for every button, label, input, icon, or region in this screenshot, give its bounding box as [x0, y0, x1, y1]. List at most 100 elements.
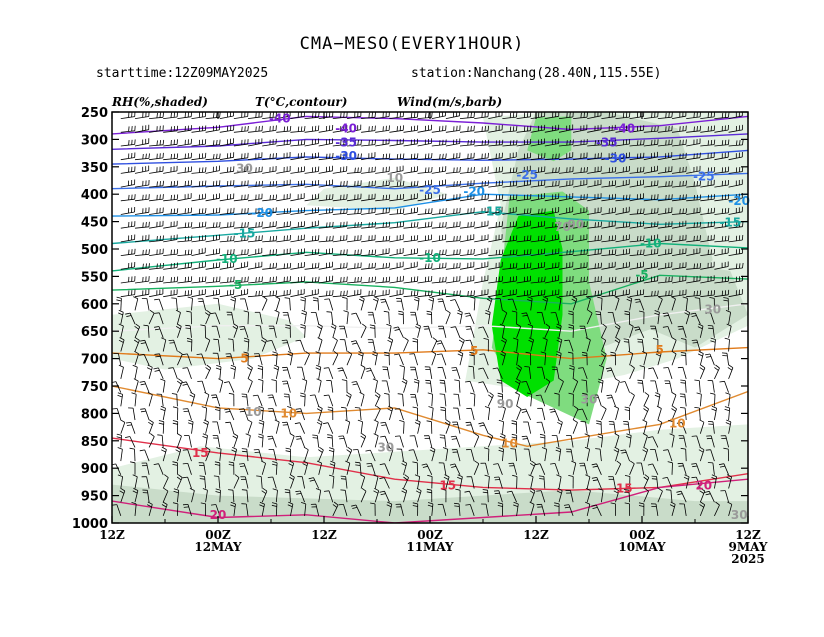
wind-barb — [502, 275, 517, 284]
wind-barb — [233, 207, 249, 215]
wind-barb — [474, 166, 489, 174]
isotherm-label: -40 — [269, 112, 291, 126]
wind-barb — [168, 367, 178, 380]
wind-barb — [403, 180, 419, 188]
wind-barb — [464, 312, 475, 325]
wind-barb — [487, 392, 494, 407]
wind-barb — [647, 463, 659, 475]
wind-barb — [361, 221, 376, 229]
wind-barb — [686, 235, 701, 243]
wind-barb — [431, 166, 447, 174]
wind-barb — [558, 220, 574, 229]
wind-barb — [134, 153, 150, 161]
wind-barb — [478, 326, 489, 338]
wind-barb — [153, 463, 164, 475]
wind-barb — [262, 221, 277, 229]
wind-barb — [516, 179, 531, 188]
wind-barb — [205, 276, 221, 284]
wind-barb — [191, 221, 207, 229]
wind-barb — [177, 138, 192, 147]
wind-barb — [445, 290, 461, 298]
wind-barb — [228, 392, 235, 407]
wind-barb — [332, 180, 348, 188]
wind-barb — [346, 208, 362, 215]
wind-barb — [233, 288, 249, 298]
wind-barb — [654, 310, 660, 325]
wind-barb — [120, 419, 126, 434]
wind-barb — [399, 420, 405, 434]
wind-barb — [686, 152, 701, 161]
wind-barb — [328, 474, 335, 489]
isotherm-minus40 — [112, 115, 748, 135]
wind-barb — [191, 152, 207, 161]
wind-barb — [215, 365, 222, 379]
wind-barb — [510, 448, 517, 462]
wind-barb — [581, 351, 588, 366]
wind-barb — [585, 474, 591, 489]
wind-barb — [346, 289, 362, 298]
wind-barb — [160, 378, 166, 393]
wind-barb — [318, 207, 334, 215]
wind-barb — [318, 124, 334, 133]
wind-barb — [205, 221, 221, 229]
wind-barb — [417, 166, 433, 174]
wind-barb — [162, 487, 169, 503]
wind-barb — [304, 166, 320, 174]
wind-barb — [728, 262, 744, 270]
wind-barb — [163, 139, 178, 147]
wind-barb — [141, 462, 150, 475]
wind-barb — [711, 474, 717, 489]
wind-barb — [445, 262, 461, 270]
wind-barb — [677, 325, 687, 338]
wind-barb — [284, 297, 291, 311]
wind-barb — [285, 324, 291, 338]
wind-barb — [380, 422, 390, 434]
wind-barb — [601, 405, 607, 421]
wind-barb — [527, 296, 533, 311]
wind-barb — [700, 234, 715, 243]
wind-barb — [149, 139, 165, 147]
wind-barb — [417, 179, 432, 188]
wind-barb — [163, 125, 178, 133]
wind-barb — [177, 180, 192, 188]
wind-barb — [516, 249, 532, 256]
wind-barb — [642, 419, 648, 434]
wind-barb — [554, 502, 560, 516]
contour-label-layer: -40-40 -40-35 -35-30 -30-25-25 -25-20-20-20-… — [192, 112, 750, 522]
wind-barb — [459, 112, 475, 119]
wind-barb — [677, 462, 687, 475]
wind-barb — [247, 378, 253, 393]
wind-barb — [629, 220, 645, 229]
wind-barb — [457, 351, 464, 366]
wind-barb — [680, 352, 687, 366]
wind-barb — [657, 487, 663, 503]
wind-barb — [163, 276, 179, 284]
wind-barb — [184, 435, 192, 448]
wind-barb — [161, 501, 168, 517]
wind-barb — [587, 235, 602, 243]
wind-barb — [700, 194, 715, 202]
wind-barb — [238, 408, 249, 421]
wind-barb — [530, 261, 546, 270]
wind-barb — [573, 124, 588, 133]
wind-barb — [530, 248, 546, 256]
wind-barb — [154, 298, 164, 311]
wind-barb — [614, 337, 621, 352]
wind-barb — [228, 489, 235, 503]
wind-barb — [601, 124, 616, 133]
wind-barb — [566, 435, 574, 448]
wind-barb — [408, 449, 418, 462]
wind-barb — [511, 433, 518, 448]
wind-barb — [623, 489, 630, 503]
wind-barb — [700, 112, 715, 119]
wind-barb — [474, 261, 489, 270]
wind-barb — [516, 289, 532, 298]
wind-barb — [316, 405, 323, 421]
wind-barb — [149, 276, 164, 284]
wind-barb — [113, 352, 122, 366]
wind-barb — [131, 392, 137, 407]
wind-barb — [149, 207, 164, 215]
wind-barb — [212, 421, 221, 434]
